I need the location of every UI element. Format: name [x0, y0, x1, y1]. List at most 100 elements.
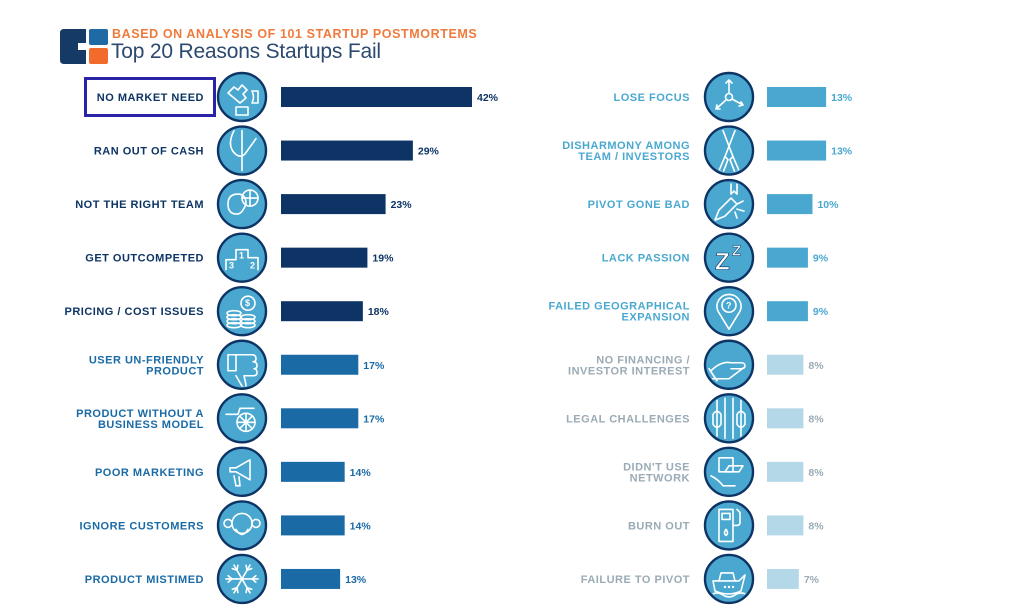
bar	[281, 515, 345, 536]
svg-text:Z: Z	[732, 243, 741, 260]
data-label: 29%	[418, 146, 440, 158]
bar-row: FAILURE TO PIVOT 7%	[581, 553, 820, 605]
arrows-diverge-icon	[703, 71, 755, 123]
megaphone-icon	[216, 446, 268, 498]
data-label: 17%	[363, 360, 385, 372]
bar	[281, 194, 386, 215]
open-hand-icon	[703, 339, 755, 390]
bar-label: FAILED GEOGRAPHICAL	[548, 301, 690, 313]
data-label: 13%	[831, 92, 853, 104]
bar-row: PRICING / COST ISSUES $18%	[65, 286, 390, 337]
data-label: 42%	[477, 92, 499, 104]
bar	[281, 568, 341, 589]
bar-label: BURN OUT	[628, 520, 690, 532]
crossed-oars-icon	[703, 125, 755, 176]
bar-label: DIDN'T USE	[623, 461, 690, 473]
data-label: 8%	[808, 467, 824, 479]
bar-label: PRICING / COST ISSUES	[65, 306, 204, 318]
bar-label: LOSE FOCUS	[613, 92, 690, 104]
data-label: 23%	[391, 199, 413, 211]
bar-row: NOT THE RIGHT TEAM 23%	[75, 178, 413, 230]
bar	[767, 461, 804, 482]
bar-label: NOT THE RIGHT TEAM	[75, 199, 204, 211]
data-label: 19%	[372, 253, 394, 265]
bar-label: INVESTOR INTEREST	[568, 365, 690, 377]
broken-pencil-icon	[703, 178, 755, 230]
bar-label: IGNORE CUSTOMERS	[79, 520, 204, 532]
svg-text:$: $	[245, 298, 250, 308]
data-label: 17%	[363, 413, 385, 425]
data-label: 14%	[350, 467, 372, 479]
bar-label: POOR MARKETING	[95, 467, 204, 479]
bar	[281, 354, 359, 375]
logo-c-shape	[60, 29, 86, 64]
bar-label: PRODUCT MISTIMED	[85, 574, 204, 586]
bar	[281, 247, 368, 268]
bar-row: LACK PASSION Z Z 9%	[602, 232, 829, 283]
podium-icon: 312	[216, 232, 268, 283]
bar	[281, 140, 413, 161]
bar	[767, 568, 799, 589]
data-label: 8%	[808, 520, 824, 532]
bar-label: FAILURE TO PIVOT	[581, 574, 690, 586]
data-label: 9%	[813, 253, 829, 265]
svg-text:3: 3	[229, 261, 234, 271]
bar-label: BUSINESS MODEL	[98, 419, 204, 431]
logo	[60, 29, 108, 64]
bar-label: USER UN-FRIENDLY	[89, 354, 204, 366]
bar-label: GET OUTCOMPETED	[85, 253, 204, 265]
data-label: 8%	[808, 413, 824, 425]
bar-row: POOR MARKETING 14%	[95, 446, 372, 498]
coins-icon: $	[216, 286, 268, 337]
bar-label: PRODUCT	[146, 365, 204, 377]
bar-label: EXPANSION	[622, 312, 690, 324]
data-label: 14%	[350, 520, 372, 532]
puzzle-globe-icon	[216, 71, 268, 123]
bar-label: LACK PASSION	[602, 253, 690, 265]
bar	[281, 408, 359, 429]
logo-blue-square	[89, 29, 108, 45]
map-pin-question-icon: ?	[703, 286, 755, 337]
bar-row: NO FINANCING /INVESTOR INTEREST 8%	[568, 339, 824, 390]
data-label: 7%	[804, 574, 820, 586]
cart-icon	[216, 393, 268, 444]
data-label: 18%	[368, 306, 390, 318]
bar	[767, 87, 827, 107]
bar-row: LEGAL CHALLENGES 8%	[566, 393, 824, 444]
bar-label: PRODUCT WITHOUT A	[76, 408, 204, 420]
bar-label: LEGAL CHALLENGES	[566, 413, 690, 425]
bar	[767, 515, 804, 536]
bar-label: NO FINANCING /	[596, 354, 690, 366]
svg-text:1: 1	[239, 251, 244, 261]
bar	[767, 301, 808, 322]
jail-bars-icon	[703, 393, 755, 444]
bar	[281, 301, 363, 322]
bar	[767, 247, 808, 268]
bar-row: GET OUTCOMPETED 312 19%	[85, 232, 394, 283]
data-label: 13%	[345, 574, 367, 586]
svg-text:Z: Z	[715, 249, 730, 276]
svg-text:?: ?	[726, 301, 732, 311]
bar	[767, 194, 813, 215]
bar	[281, 87, 472, 107]
highlight-box	[84, 77, 216, 117]
laptop-hand-icon	[703, 446, 755, 498]
chart-subtitle: BASED ON ANALYSIS OF 101 STARTUP POSTMOR…	[112, 27, 478, 41]
bar-label: NO MARKET NEED	[97, 92, 204, 104]
bar-label: TEAM / INVESTORS	[578, 151, 690, 163]
chart-title: Top 20 Reasons Startups Fail	[111, 40, 381, 63]
logo-orange-square	[89, 48, 108, 64]
basketball-player-icon	[216, 178, 268, 230]
data-label: 8%	[808, 360, 824, 372]
data-label: 9%	[813, 306, 829, 318]
bar-label: RAN OUT OF CASH	[94, 146, 204, 158]
bar-row: PRODUCT MISTIMED 13%	[85, 553, 367, 605]
empty-pocket-icon	[216, 125, 268, 176]
bar-row: LOSE FOCUS 13%	[613, 71, 853, 123]
bar	[767, 354, 804, 375]
